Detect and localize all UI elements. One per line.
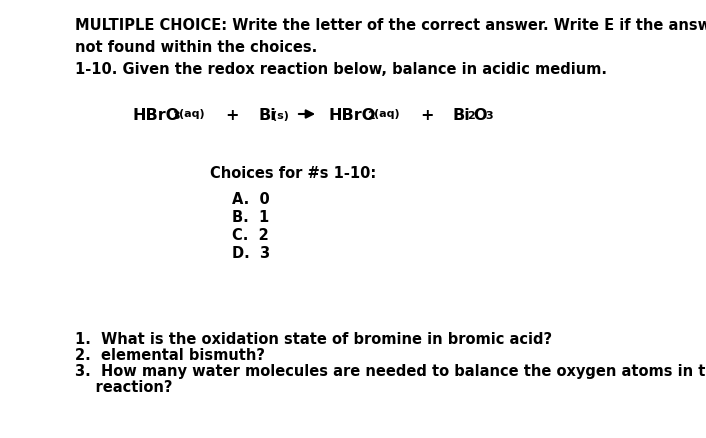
Text: (s): (s) (272, 111, 289, 121)
Text: A.  0: A. 0 (232, 191, 270, 207)
Text: 1.  What is the oxidation state of bromine in bromic acid?: 1. What is the oxidation state of bromin… (75, 331, 552, 346)
Text: 3: 3 (485, 111, 493, 121)
Text: Choices for #s 1-10:: Choices for #s 1-10: (210, 166, 376, 180)
Text: (aq): (aq) (179, 109, 205, 119)
Text: 2: 2 (367, 111, 375, 121)
Text: reaction?: reaction? (75, 379, 172, 394)
Text: not found within the choices.: not found within the choices. (75, 40, 317, 55)
Text: Bi: Bi (258, 108, 276, 123)
Text: 3: 3 (172, 111, 179, 121)
Text: 1-10. Given the redox reaction below, balance in acidic medium.: 1-10. Given the redox reaction below, ba… (75, 62, 607, 77)
Text: HBrO: HBrO (328, 108, 376, 123)
Text: (aq): (aq) (374, 109, 400, 119)
Text: 3.  How many water molecules are needed to balance the oxygen atoms in the oxida: 3. How many water molecules are needed t… (75, 363, 706, 378)
Text: 2.  elemental bismuth?: 2. elemental bismuth? (75, 347, 265, 362)
Text: +: + (225, 108, 239, 123)
Text: O: O (473, 108, 486, 123)
Text: D.  3: D. 3 (232, 245, 270, 261)
Text: +: + (420, 108, 433, 123)
Text: C.  2: C. 2 (232, 227, 269, 243)
Text: B.  1: B. 1 (232, 209, 269, 225)
Text: HBrO: HBrO (133, 108, 180, 123)
Text: MULTIPLE CHOICE: Write the letter of the correct answer. Write E if the answer i: MULTIPLE CHOICE: Write the letter of the… (75, 18, 706, 33)
Text: 2: 2 (467, 111, 474, 121)
Text: Bi: Bi (453, 108, 471, 123)
